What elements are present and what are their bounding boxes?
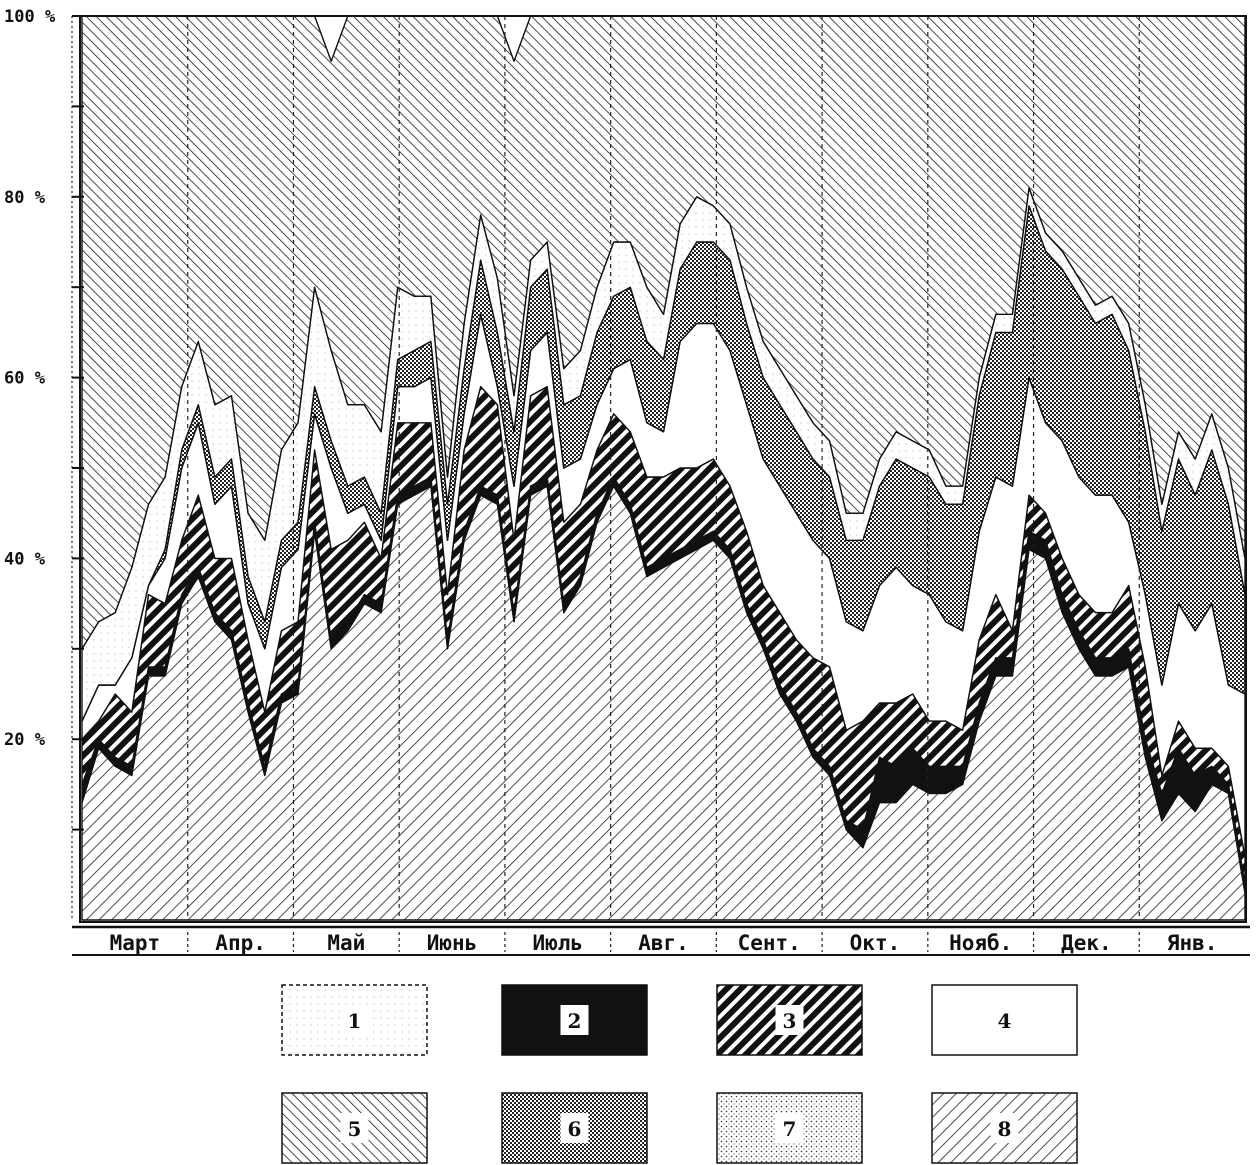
y-axis: 20 % 40 % 60 % 80 % 100 %	[4, 7, 84, 920]
x-tick-label: Март	[110, 931, 161, 955]
legend-label-box	[340, 1113, 369, 1143]
x-tick-label: Янв.	[1167, 931, 1218, 955]
legend-item-8: 8	[931, 1092, 1078, 1164]
legend-label: 2	[568, 1009, 582, 1033]
x-tick-label: Апр.	[215, 931, 266, 955]
legend-label-box	[560, 1113, 589, 1143]
legend-item-1: 1	[281, 984, 428, 1056]
legend-item-2: 2	[501, 984, 648, 1056]
legend-label-box	[775, 1113, 804, 1143]
legend-label: 6	[568, 1117, 582, 1141]
legend-item-6: 6	[501, 1092, 648, 1164]
legend-item-7: 7	[716, 1092, 863, 1164]
y-tick-label: 80 %	[4, 188, 46, 208]
legend-label-box	[560, 1005, 589, 1035]
x-tick-label: Июль	[532, 931, 583, 955]
legend-item-5: 5	[281, 1092, 428, 1164]
x-tick-label: Окт.	[850, 931, 901, 955]
x-tick-label: Май	[327, 931, 365, 955]
month-gridlines	[187, 16, 1140, 920]
legend-label-box	[990, 1113, 1019, 1143]
x-tick-label: Авг.	[638, 931, 689, 955]
x-tick-label: Дек.	[1061, 931, 1112, 955]
legend-swatch-5	[281, 1092, 428, 1164]
legend-label: 4	[998, 1009, 1012, 1033]
legend-label-box	[340, 1005, 369, 1035]
y-tick-label: 40 %	[4, 549, 46, 569]
legend-label: 1	[348, 1009, 362, 1033]
legend-label: 7	[783, 1117, 797, 1141]
area-layers	[81, 15, 1246, 921]
y-tick-label: 100 %	[4, 7, 56, 27]
x-tick-label: Сент.	[738, 931, 801, 955]
x-tick-label: Нояб.	[949, 931, 1012, 955]
legend-label: 5	[348, 1117, 362, 1141]
y-tick-label: 60 %	[4, 369, 46, 389]
x-tick-label: Июнь	[427, 931, 478, 955]
legend: 1 2 3 4 5 6 7 8	[281, 984, 1078, 1164]
legend-label-box	[775, 1005, 804, 1035]
y-tick-label: 20 %	[4, 730, 46, 750]
legend-label-box	[990, 1005, 1019, 1035]
legend-item-4: 4	[931, 984, 1078, 1056]
legend-label: 3	[783, 1009, 797, 1033]
plot-area	[79, 15, 1247, 923]
legend-label: 8	[998, 1117, 1012, 1141]
x-axis: Март Апр. Май Июнь Июль Авг. Сент. Окт. Нояб. Дек…	[72, 925, 1250, 956]
legend-item-3: 3	[716, 984, 863, 1056]
